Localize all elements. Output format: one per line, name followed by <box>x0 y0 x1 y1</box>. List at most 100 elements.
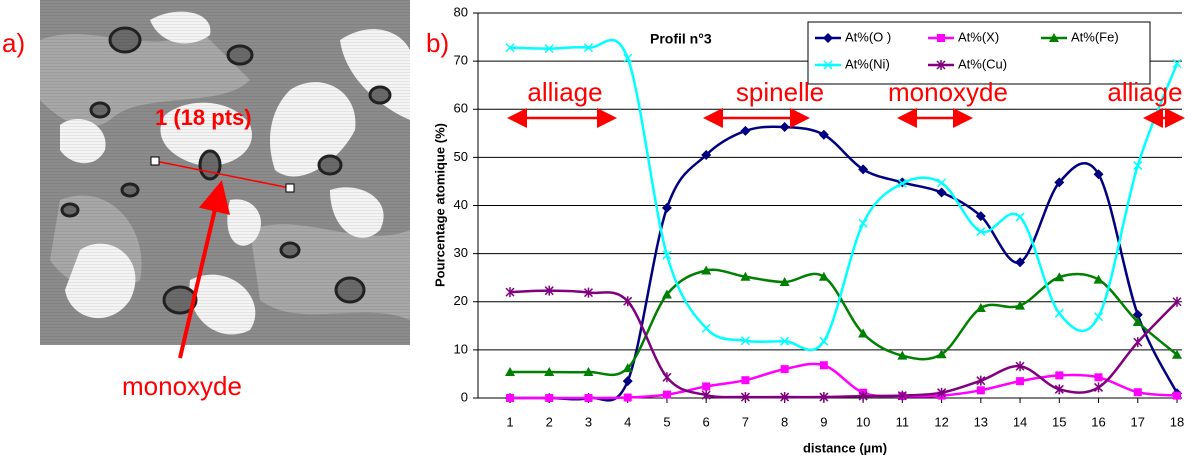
marker <box>623 393 632 402</box>
annotation: 1 (18 pts) <box>155 105 252 130</box>
x-axis-label: distance (µm) <box>803 440 887 455</box>
marker <box>858 391 868 402</box>
marker <box>623 53 633 63</box>
x-tick-label: 16 <box>1091 414 1105 429</box>
marker <box>936 60 946 70</box>
marker <box>1054 272 1065 282</box>
marker <box>505 287 515 298</box>
marker <box>819 392 829 403</box>
marker <box>976 375 986 386</box>
marker <box>661 202 672 213</box>
region-label: alliage <box>1107 77 1182 107</box>
marker <box>780 365 789 374</box>
marker <box>545 394 554 402</box>
region-label: alliage <box>527 77 602 107</box>
marker <box>544 367 555 377</box>
x-tick-label: 4 <box>624 414 631 429</box>
y-tick-label: 30 <box>454 245 468 260</box>
x-tick-label: 11 <box>896 414 910 429</box>
marker <box>1049 33 1059 42</box>
legend-label: At%(Ni) <box>845 56 890 71</box>
y-tick-label: 60 <box>454 101 468 116</box>
panel-label: b) <box>426 28 449 58</box>
y-axis-label: Pourcentage atomique (%) <box>432 123 447 287</box>
y-tick-label: 20 <box>454 293 468 308</box>
marker <box>1132 316 1143 326</box>
marker <box>662 250 672 260</box>
marker <box>740 271 751 281</box>
y-tick-label: 10 <box>454 341 468 356</box>
marker <box>1055 371 1064 380</box>
x-tick-label: 9 <box>820 414 827 429</box>
x-tick-label: 1 <box>506 414 513 429</box>
marker <box>1015 300 1026 310</box>
marker <box>1133 161 1143 171</box>
marker <box>937 34 945 42</box>
marker <box>1172 349 1182 359</box>
y-tick-label: 50 <box>454 149 468 164</box>
marker <box>544 285 554 296</box>
marker <box>1054 177 1065 188</box>
legend-label: At%(O ) <box>845 29 891 44</box>
marker <box>976 226 986 237</box>
legend-label: At%(Cu) <box>958 56 1007 71</box>
marker <box>818 129 829 140</box>
marker <box>662 372 672 383</box>
marker <box>701 265 712 275</box>
marker <box>583 43 594 53</box>
x-tick-label: 13 <box>974 414 988 429</box>
marker <box>1094 373 1103 382</box>
marker <box>818 271 829 281</box>
region-label: spinelle <box>736 77 824 107</box>
marker <box>780 392 790 403</box>
x-tick-label: 15 <box>1052 414 1066 429</box>
series-line <box>509 38 1179 352</box>
legend-label: At%(X) <box>958 29 999 44</box>
x-tick-label: 7 <box>742 414 749 429</box>
x-tick-label: 6 <box>703 414 710 429</box>
marker <box>505 367 515 377</box>
marker <box>819 361 828 370</box>
marker <box>779 122 790 133</box>
marker <box>583 287 594 298</box>
marker <box>975 303 986 313</box>
series-line <box>510 125 1179 402</box>
marker <box>1132 309 1143 320</box>
marker <box>1173 391 1181 400</box>
marker <box>936 349 947 359</box>
x-tick-label: 17 <box>1131 414 1145 429</box>
panel-label: a) <box>2 28 25 58</box>
marker <box>937 178 947 188</box>
x-tick-label: 5 <box>663 414 670 429</box>
x-tick-label: 18 <box>1170 414 1184 429</box>
marker <box>937 387 947 398</box>
marker <box>622 376 633 387</box>
marker <box>701 323 711 333</box>
marker <box>623 296 633 307</box>
marker <box>1172 296 1182 307</box>
marker <box>858 164 869 175</box>
x-tick-label: 3 <box>585 414 592 429</box>
marker <box>975 211 986 222</box>
marker <box>1015 212 1025 222</box>
x-tick-label: 12 <box>934 414 948 429</box>
marker <box>897 390 907 401</box>
marker <box>819 336 829 346</box>
marker <box>1133 388 1142 397</box>
marker <box>1093 312 1104 322</box>
marker <box>506 394 514 402</box>
y-tick-label: 0 <box>461 389 468 404</box>
marker <box>544 44 554 54</box>
callout: monoxyde <box>122 371 242 401</box>
marker <box>936 187 947 198</box>
marker <box>661 289 672 299</box>
x-tick-label: 2 <box>546 414 553 429</box>
marker <box>583 367 594 377</box>
marker <box>584 394 593 402</box>
marker <box>1093 169 1104 180</box>
micrograph <box>40 0 410 359</box>
marker <box>858 218 868 228</box>
marker <box>702 382 711 391</box>
marker <box>1015 257 1026 268</box>
